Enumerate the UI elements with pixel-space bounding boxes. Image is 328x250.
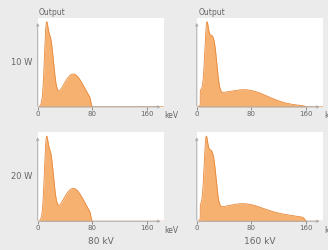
Text: 10 W: 10 W bbox=[10, 58, 32, 67]
Text: 20 W: 20 W bbox=[10, 172, 32, 181]
Text: 80 kV: 80 kV bbox=[88, 236, 114, 246]
Text: 160 kV: 160 kV bbox=[244, 236, 276, 246]
Text: keV: keV bbox=[165, 226, 179, 235]
Text: keV: keV bbox=[165, 111, 179, 120]
Text: Output: Output bbox=[198, 8, 225, 16]
Text: keV: keV bbox=[324, 226, 328, 235]
Text: keV: keV bbox=[324, 111, 328, 120]
Text: Output: Output bbox=[39, 8, 66, 16]
